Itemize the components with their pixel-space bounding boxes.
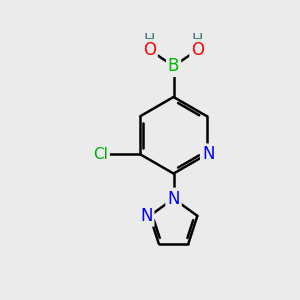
Text: N: N — [202, 146, 214, 164]
Text: N: N — [140, 207, 152, 225]
Text: N: N — [167, 190, 180, 208]
Text: O: O — [191, 41, 204, 59]
Text: Cl: Cl — [93, 147, 108, 162]
Text: H: H — [192, 33, 203, 48]
Text: O: O — [143, 41, 156, 59]
Text: H: H — [144, 33, 155, 48]
Text: B: B — [168, 57, 179, 75]
